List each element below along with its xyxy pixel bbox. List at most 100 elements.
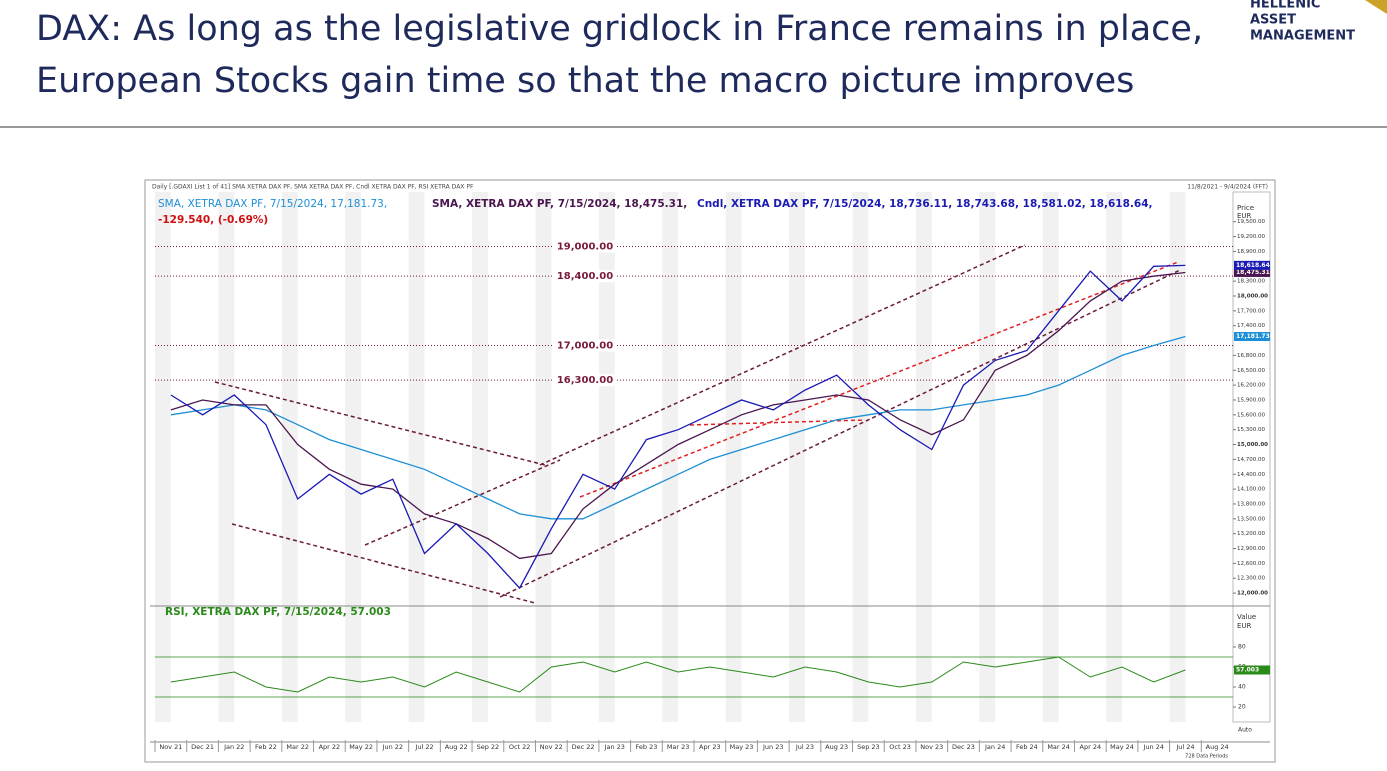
month-stripe [535, 192, 552, 722]
trend-line [231, 523, 536, 604]
x-tick-label: Dec 23 [952, 743, 975, 751]
last-value-badge [1234, 332, 1270, 342]
month-stripe [915, 192, 932, 722]
month-stripe [218, 192, 235, 722]
last-value-badge [1234, 267, 1270, 277]
last-value-badge [1234, 665, 1270, 675]
y-tick-label: 19,500.00 [1237, 219, 1265, 225]
x-tick-label: Oct 22 [509, 743, 531, 751]
y-tick-label: 16,200.00 [1237, 383, 1265, 389]
x-tick-label: Feb 23 [636, 743, 658, 751]
y-tick-label: 15,600.00 [1237, 412, 1265, 418]
change-label: -129.540, (-0.69%) [158, 214, 268, 226]
y-tick-label: 15,000.00 [1237, 442, 1268, 448]
chart: Daily [.GDAXI List 1 of 41] SMA XETRA DA… [150, 184, 1271, 760]
axis-label: Price [1237, 204, 1254, 212]
y-tick-label: 16,800.00 [1237, 353, 1265, 359]
x-tick-label: Feb 22 [255, 743, 277, 751]
y-tick-label: 15,300.00 [1237, 427, 1265, 433]
legend-entry: SMA, XETRA DAX PF, 7/15/2024, 17,181.73, [158, 198, 387, 210]
x-tick-label: Dec 22 [572, 743, 595, 751]
y-tick-label: 16,500.00 [1237, 368, 1265, 374]
x-tick-label: Aug 22 [445, 743, 468, 751]
y-tick-label: 12,300.00 [1237, 576, 1265, 582]
y-tick-label: 19,200.00 [1237, 234, 1265, 240]
x-tick-label: Jun 24 [1142, 743, 1164, 751]
trend-line [364, 459, 561, 546]
y-tick-label: 15,900.00 [1237, 397, 1265, 403]
x-tick-label: May 22 [349, 743, 373, 751]
legend-entry: RSI, XETRA DAX PF, 7/15/2024, 57.003 [165, 606, 391, 618]
y-tick-label: 17,400.00 [1237, 323, 1265, 329]
series-line [170, 264, 1186, 590]
y-tick-label: 13,200.00 [1237, 531, 1265, 537]
x-tick-label: Jun 23 [762, 743, 784, 751]
month-stripe [1106, 192, 1123, 722]
month-stripe [472, 192, 488, 722]
chart-frame [144, 179, 1276, 763]
y-tick-label: 12,000.00 [1237, 591, 1268, 597]
x-tick-label: Sep 22 [477, 743, 500, 751]
info-text: Daily [.GDAXI List 1 of 41] SMA XETRA DA… [152, 184, 474, 191]
x-tick-label: Feb 24 [1016, 743, 1038, 751]
x-tick-label: Apr 23 [699, 743, 721, 751]
x-tick-label: Nov 22 [540, 743, 563, 751]
series-line [170, 271, 1186, 560]
level-label: 17,000.00 [557, 341, 613, 352]
x-tick-label: Nov 23 [920, 743, 943, 751]
level-label: 19,000.00 [557, 241, 613, 252]
x-tick-label: Jan 22 [223, 743, 244, 751]
title-line: DAX: As long as the legislative gridlock… [36, 9, 1203, 49]
month-stripe [1042, 192, 1059, 722]
x-tick-label: Jun 22 [382, 743, 404, 751]
legend-entry: SMA, XETRA DAX PF, 7/15/2024, 18,475.31, [432, 198, 687, 210]
x-tick-label: Mar 24 [1047, 743, 1070, 751]
level-label: 16,300.00 [557, 375, 613, 386]
y-tick-label: 17,700.00 [1237, 308, 1265, 314]
series-line [170, 656, 1186, 693]
auto-label: Auto [1238, 727, 1252, 734]
x-tick-label: Jul 22 [414, 743, 433, 751]
x-tick-label: Aug 23 [825, 743, 848, 751]
range-text: 11/8/2021 - 9/4/2024 (FFT) [1187, 184, 1268, 191]
logo-text: MANAGEMENT [1250, 29, 1355, 44]
x-tick-label: May 23 [730, 743, 754, 751]
x-tick-label: Dec 21 [191, 743, 214, 751]
title-line: European Stocks gain time so that the ma… [36, 61, 1134, 101]
axis-label: EUR [1237, 622, 1252, 630]
level-label-bg [552, 339, 616, 352]
x-tick-label: Apr 24 [1080, 743, 1102, 751]
y-tick-label: 18,900.00 [1237, 249, 1265, 255]
level-label-bg [552, 270, 616, 283]
series-line [170, 335, 1186, 520]
y-tick-label: 13,500.00 [1237, 516, 1265, 522]
y-tick-label: 14,400.00 [1237, 472, 1265, 478]
x-tick-label: Jul 24 [1175, 743, 1194, 751]
x-tick-label: Oct 23 [889, 743, 911, 751]
last-value-label: 17,181.73 [1236, 333, 1270, 340]
y-tick-label: 13,800.00 [1237, 501, 1265, 507]
y-tick-label: 18,000.00 [1237, 293, 1268, 299]
x-tick-label: May 24 [1110, 743, 1134, 751]
level-label-bg [552, 374, 616, 387]
x-tick-label: Nov 21 [159, 743, 182, 751]
axis-label: EUR [1237, 212, 1252, 220]
y2-tick-label: 40 [1238, 684, 1246, 691]
legend-entry: Cndl, XETRA DAX PF, 7/15/2024, 18,736.11… [697, 198, 1153, 210]
y-tick-label: 18,300.00 [1237, 279, 1265, 285]
last-value-badge [1234, 260, 1270, 270]
trend-line [214, 381, 546, 466]
y-tick-label: 14,700.00 [1237, 457, 1265, 463]
x-tick-label: Jan 24 [984, 743, 1005, 751]
month-stripe [662, 192, 679, 722]
x-tick-label: Mar 22 [286, 743, 309, 751]
level-label: 18,400.00 [557, 271, 613, 282]
month-stripe [408, 192, 425, 722]
trend-line [689, 419, 866, 426]
logo-text: HELLENIC [1250, 0, 1320, 12]
month-stripe [281, 192, 298, 722]
last-value-label: 18,475.31 [1236, 269, 1270, 276]
x-tick-label: Mar 23 [667, 743, 690, 751]
month-stripe [345, 192, 362, 722]
